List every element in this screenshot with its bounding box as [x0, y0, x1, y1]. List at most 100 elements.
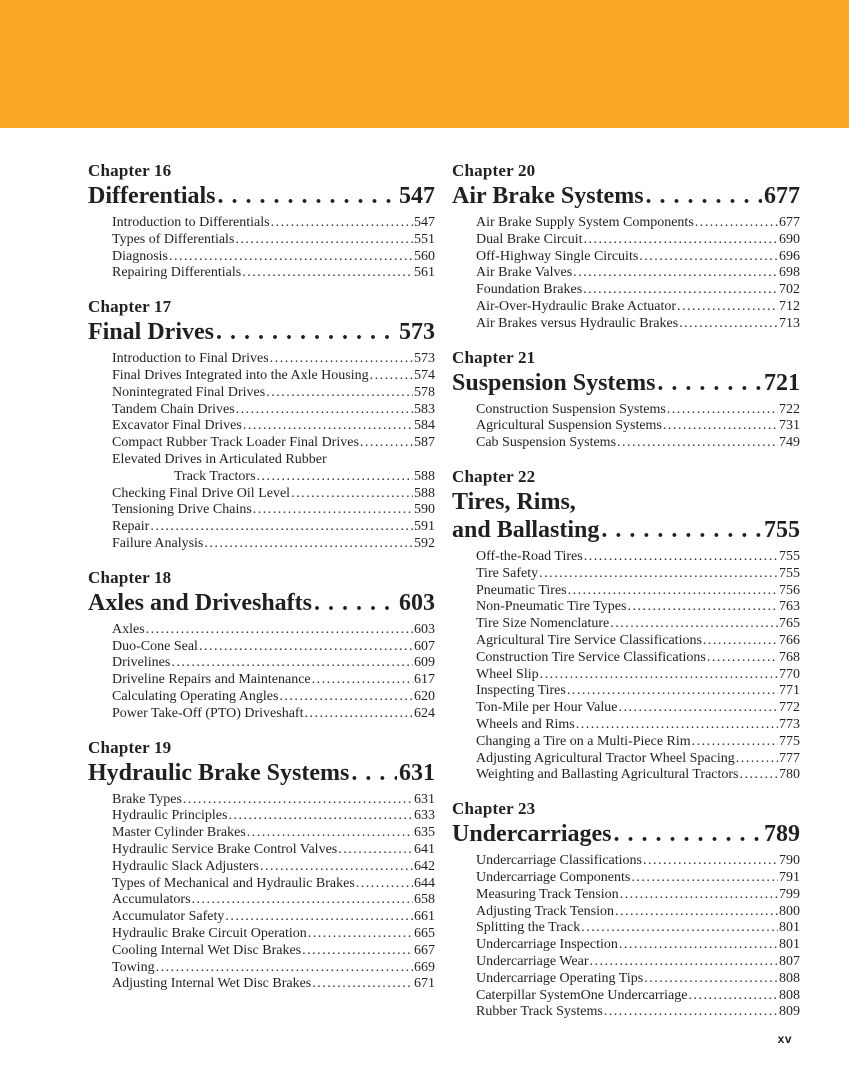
- dot-leader: [663, 418, 778, 435]
- toc-entry-title: Tire Size Nomenclature: [476, 616, 610, 632]
- dot-leader: [243, 418, 413, 435]
- chapter-title-line: Differentials 547: [88, 182, 435, 210]
- dot-leader: [216, 318, 397, 346]
- toc-entry-title: Towing: [112, 959, 155, 975]
- dot-leader: [615, 904, 778, 921]
- toc-entry: Off-the-Road Tires 755: [476, 549, 800, 566]
- dot-leader: [604, 1004, 778, 1021]
- dot-leader: [581, 920, 778, 937]
- toc-entry-page-number: 671: [414, 976, 435, 992]
- toc-entry-page-number: 587: [414, 435, 435, 451]
- toc-entry-page-number: 765: [779, 616, 800, 632]
- toc-entry-page-number: 607: [414, 638, 435, 654]
- chapter-label: Chapter 17: [88, 297, 172, 317]
- dot-leader: [695, 215, 778, 232]
- section-list: Introduction to Final Drives 573 Final Dri…: [88, 351, 435, 553]
- dot-leader: [576, 717, 778, 734]
- toc-entry: Final Drives Integrated into the Axle Ho…: [112, 368, 435, 385]
- chapter-title-text: and Ballasting: [452, 516, 600, 543]
- table-of-contents: Chapter 16 Differentials 547 Introduction…: [0, 128, 849, 1036]
- toc-entry-page-number: 773: [779, 716, 800, 732]
- dot-leader: [308, 926, 413, 943]
- chapter-title-text: Air Brake Systems: [452, 183, 644, 209]
- toc-entry-title: Air Brake Valves: [476, 265, 573, 281]
- toc-entry: Cab Suspension Systems 749: [476, 435, 800, 452]
- toc-entry-title: Hydraulic Brake Circuit Operation: [112, 925, 307, 941]
- chapter-label: Chapter 20: [452, 161, 536, 180]
- toc-entry: Power Take-Off (PTO) Driveshaft 624: [112, 706, 435, 723]
- toc-entry-title: Inspecting Tires: [476, 683, 566, 699]
- toc-entry-title: Air Brakes versus Hydraulic Brakes: [476, 315, 679, 331]
- toc-entry: Hydraulic Slack Adjusters 642: [112, 859, 435, 876]
- chapter-title-text: Tires, Rims,: [452, 488, 576, 515]
- chapter-title: Air Brake Systems 677: [452, 182, 800, 210]
- dot-leader: [667, 402, 778, 419]
- toc-entry-page-number: 775: [779, 733, 800, 749]
- toc-entry-title: Weighting and Ballasting Agricultural Tr…: [476, 767, 739, 783]
- dot-leader: [312, 672, 413, 689]
- dot-leader: [228, 808, 413, 825]
- toc-entry: Adjusting Track Tension 800: [476, 904, 800, 921]
- toc-entry-page-number: 588: [414, 468, 435, 484]
- dot-leader: [312, 976, 413, 993]
- toc-entry: Tandem Chain Drives 583: [112, 402, 435, 419]
- dot-leader: [584, 232, 778, 249]
- toc-entry: Adjusting Agricultural Tractor Wheel Spa…: [476, 751, 800, 768]
- dot-leader: [235, 232, 413, 249]
- toc-entry: Undercarriage Classifications 790: [476, 853, 800, 870]
- toc-entry: Undercarriage Inspection 801: [476, 937, 800, 954]
- chapter-title-text: Hydraulic Brake Systems: [88, 759, 350, 786]
- dot-leader: [338, 842, 413, 859]
- toc-entry-page-number: 588: [414, 485, 435, 501]
- toc-entry-page-number: 808: [779, 970, 800, 986]
- toc-entry: Checking Final Drive Oil Level 588: [112, 486, 435, 503]
- toc-entry: Undercarriage Components 791: [476, 870, 800, 887]
- toc-entry-title: Failure Analysis: [112, 535, 204, 551]
- toc-entry-title: Rubber Track Systems: [476, 1004, 603, 1020]
- toc-entry-page-number: 617: [414, 672, 435, 688]
- toc-entry-page-number: 799: [779, 886, 800, 902]
- toc-entry-page-number: 547: [414, 215, 435, 230]
- toc-entry-title: Introduction to Differentials: [112, 215, 270, 230]
- chapter-label: Chapter 19: [88, 737, 172, 757]
- toc-entry: Air Brake Supply System Components 677: [476, 215, 800, 232]
- toc-entry-page-number: 777: [779, 750, 800, 766]
- toc-entry: Rubber Track Systems 809: [476, 1004, 800, 1021]
- toc-entry: Accumulator Safety 661: [112, 909, 435, 926]
- toc-entry: Hydraulic Principles 633: [112, 808, 435, 825]
- toc-entry: Dual Brake Circuit 690: [476, 232, 800, 249]
- toc-entry: Drivelines 609: [112, 655, 435, 672]
- toc-entry-title: Foundation Brakes: [476, 282, 583, 298]
- toc-entry-page-number: 791: [779, 869, 800, 885]
- dot-leader: [204, 536, 413, 553]
- dot-leader: [677, 299, 778, 316]
- dot-leader: [631, 870, 778, 887]
- toc-entry-title: Air-Over-Hydraulic Brake Actuator: [476, 298, 677, 314]
- toc-entry-title: Undercarriage Components: [476, 869, 631, 885]
- toc-entry-title: Accumulators: [112, 892, 191, 908]
- chapter-title: Differentials 547: [88, 182, 435, 210]
- dot-leader: [225, 909, 413, 926]
- chapter-block: Chapter 23 Undercarriages 789 Undercarria…: [452, 799, 800, 1021]
- toc-entry-page-number: 780: [779, 767, 800, 783]
- toc-entry-title: Hydraulic Service Brake Control Valves: [112, 841, 338, 857]
- toc-entry-title: Elevated Drives in Articulated Rubber: [112, 451, 327, 467]
- toc-entry-title: Hydraulic Principles: [112, 808, 228, 824]
- toc-entry: Driveline Repairs and Maintenance 617: [112, 672, 435, 689]
- toc-entry: Master Cylinder Brakes 635: [112, 825, 435, 842]
- toc-entry: Splitting the Track 801: [476, 920, 800, 937]
- dot-leader: [707, 650, 778, 667]
- toc-entry: Weighting and Ballasting Agricultural Tr…: [476, 767, 800, 784]
- toc-entry: Pneumatic Tires 756: [476, 583, 800, 600]
- toc-entry-page-number: 702: [779, 282, 800, 298]
- dot-leader: [573, 265, 778, 282]
- dot-leader: [370, 368, 413, 385]
- toc-entry-title: Undercarriage Classifications: [476, 853, 642, 869]
- toc-entry: Hydraulic Service Brake Control Valves 64…: [112, 842, 435, 859]
- toc-entry: Undercarriage Wear 807: [476, 954, 800, 971]
- dot-leader: [247, 825, 413, 842]
- toc-entry: Undercarriage Operating Tips 808: [476, 971, 800, 988]
- dot-leader: [736, 751, 778, 768]
- dot-leader: [257, 469, 413, 486]
- dot-leader: [610, 616, 778, 633]
